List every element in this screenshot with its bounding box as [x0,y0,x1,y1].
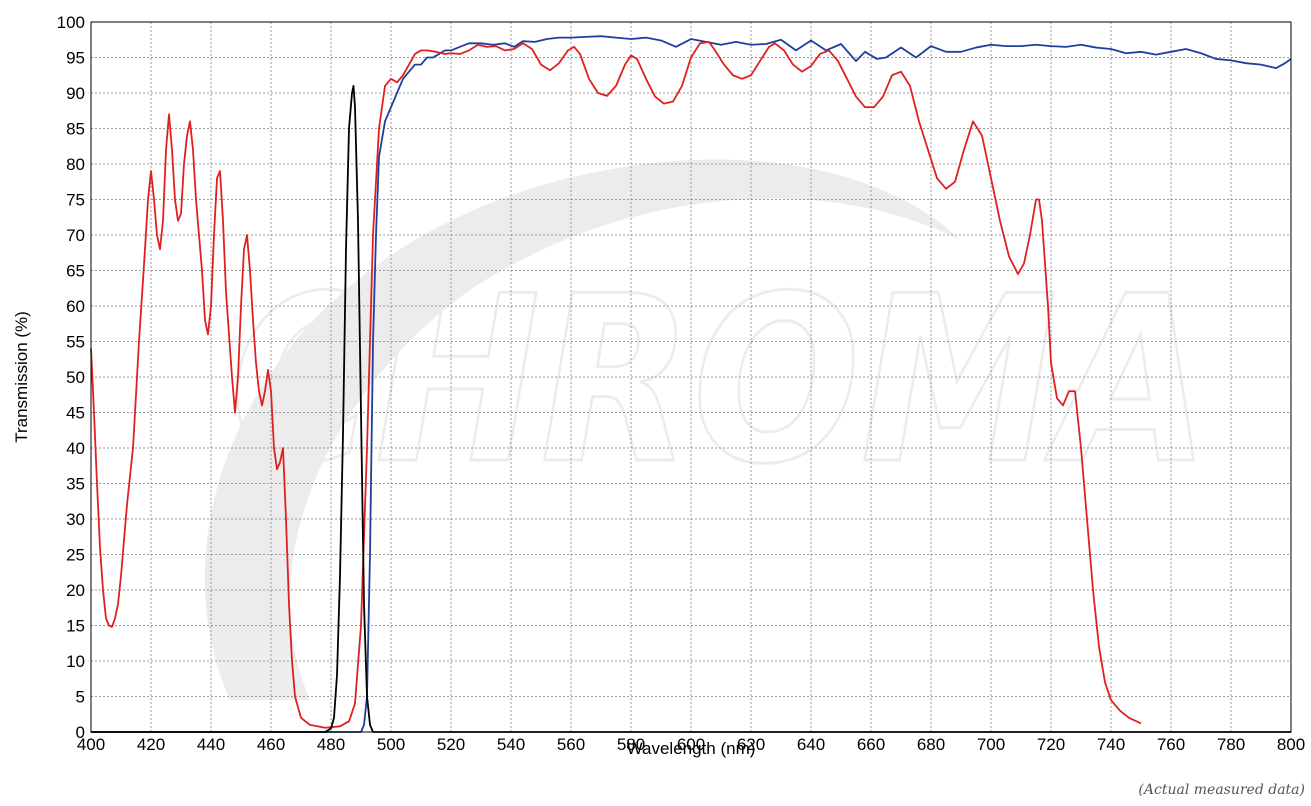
x-tick-label: 700 [977,735,1005,754]
x-tick-label: 540 [497,735,525,754]
y-axis-title: Transmission (%) [12,311,31,443]
x-tick-label: 400 [77,735,105,754]
x-tick-label: 800 [1277,735,1305,754]
y-tick-label: 15 [66,617,85,636]
x-axis-title: Wavelength (nm) [627,739,756,758]
y-tick-label: 75 [66,191,85,210]
x-tick-label: 500 [377,735,405,754]
y-tick-label: 45 [66,404,85,423]
y-tick-label: 70 [66,226,85,245]
y-tick-labels: 0 5 10 15 20 25 30 35 40 45 50 55 60 65 70 75 80 85 90 95 10… [57,13,85,742]
y-tick-label: 85 [66,120,85,139]
x-tick-label: 600 [677,735,705,754]
x-tick-label: 620 [737,735,765,754]
x-tick-label: 520 [437,735,465,754]
y-tick-label: 100 [57,13,85,32]
y-tick-label: 65 [66,262,85,281]
x-tick-label: 640 [797,735,825,754]
x-tick-label: 460 [257,735,285,754]
y-tick-label: 0 [76,723,85,742]
watermark-text: CHROMA [230,248,1210,515]
x-tick-label: 660 [857,735,885,754]
y-tick-label: 80 [66,155,85,174]
grid [91,22,1291,732]
x-tick-label: 420 [137,735,165,754]
y-tick-label: 60 [66,297,85,316]
series-layer [90,35,1292,733]
series-line-3 [91,85,1291,733]
y-tick-label: 40 [66,439,85,458]
plot-frame [90,21,1292,733]
y-tick-label: 90 [66,84,85,103]
y-tick-label: 25 [66,546,85,565]
y-tick-label: 95 [66,49,85,68]
y-tick-label: 50 [66,368,85,387]
x-tick-label: 780 [1217,735,1245,754]
y-tick-label: 5 [76,688,85,707]
x-tick-label: 760 [1157,735,1185,754]
watermark-swoosh [204,159,961,701]
x-tick-label: 580 [617,735,645,754]
x-tick-label: 440 [197,735,225,754]
series-line-2 [90,40,1142,729]
series-line-1 [91,35,1292,733]
x-tick-label: 480 [317,735,345,754]
measured-data-note: (Actual measured data) [1138,782,1305,798]
y-tick-label: 35 [66,475,85,494]
x-tick-labels: 400 420 440 460 480 500 520 540 560 580 600 620 640 6… [77,735,1305,754]
y-tick-label: 20 [66,581,85,600]
x-tick-label: 740 [1097,735,1125,754]
x-tick-label: 720 [1037,735,1065,754]
x-tick-label: 560 [557,735,585,754]
y-tick-label: 30 [66,510,85,529]
x-tick-label: 680 [917,735,945,754]
y-tick-label: 10 [66,652,85,671]
y-tick-label: 55 [66,333,85,352]
